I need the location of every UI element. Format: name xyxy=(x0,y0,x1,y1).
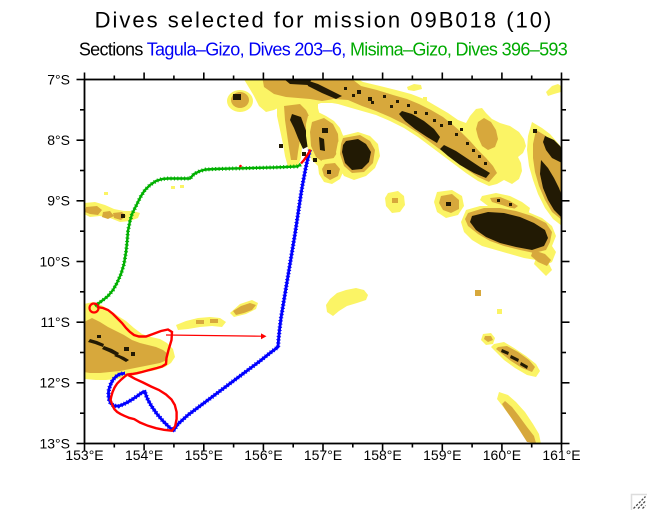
svg-text:Dives selected for mission 09B: Dives selected for mission 09B018 (10) xyxy=(95,8,554,33)
svg-text:9°S: 9°S xyxy=(47,193,70,209)
svg-text:12°S: 12°S xyxy=(39,375,70,391)
svg-text:13°S: 13°S xyxy=(39,435,70,451)
svg-text:Sections Tagula–Gizo, Dives 20: Sections Tagula–Gizo, Dives 203–6, Misim… xyxy=(79,40,568,60)
svg-text:158°E: 158°E xyxy=(363,447,401,463)
svg-text:153°E: 153°E xyxy=(65,447,103,463)
svg-text:159°E: 159°E xyxy=(423,447,461,463)
svg-text:161°E: 161°E xyxy=(542,447,580,463)
svg-text:10°S: 10°S xyxy=(39,253,70,269)
svg-text:154°E: 154°E xyxy=(125,447,163,463)
svg-text:160°E: 160°E xyxy=(483,447,521,463)
svg-text:157°E: 157°E xyxy=(304,447,342,463)
svg-text:8°S: 8°S xyxy=(47,132,70,148)
svg-text:155°E: 155°E xyxy=(185,447,223,463)
svg-text:156°E: 156°E xyxy=(244,447,282,463)
svg-text:7°S: 7°S xyxy=(47,71,70,87)
svg-text:11°S: 11°S xyxy=(41,314,70,330)
